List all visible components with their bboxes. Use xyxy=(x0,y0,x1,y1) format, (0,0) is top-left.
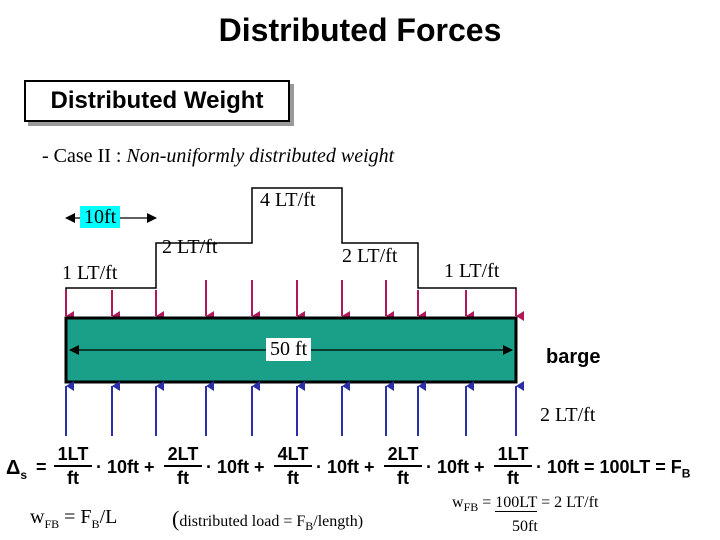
load-profile-outline xyxy=(65,187,517,298)
term-1-multiplier: · 10ft + xyxy=(96,457,155,477)
length-label: 50 ft xyxy=(266,338,312,361)
term-3-fraction: 4LT ft xyxy=(274,444,312,488)
load-label-left: 1 LT/ft xyxy=(62,262,118,284)
term-1-fraction: 1LT ft xyxy=(54,444,92,488)
term-2-multiplier: · 10ft + xyxy=(206,457,265,477)
distributed-load-note: (distributed load = FB/length) xyxy=(172,506,364,534)
term-4-multiplier: · 10ft + xyxy=(426,457,485,477)
load-arrows xyxy=(65,280,524,321)
buoyancy-arrows xyxy=(65,381,524,436)
term-5-fraction: 1LT ft xyxy=(494,444,532,488)
term-3-multiplier: · 10ft + xyxy=(316,457,375,477)
load-label-right: 1 LT/ft xyxy=(444,260,500,282)
term-5-result: · 10ft = 100LT = FB xyxy=(536,457,691,481)
case-description: Non-uniformly distributed weight xyxy=(126,145,395,167)
section-heading-box: Distributed Weight xyxy=(24,80,290,122)
buoyancy-label: 2 LT/ft xyxy=(540,404,596,426)
buoyancy-equation: Δs = 1LT ft · 10ft + 2LT ft · 10ft + 4LT ft… xyxy=(0,440,720,496)
load-label-2-right: 2 LT/ft xyxy=(342,245,398,267)
span-label: 10ft xyxy=(80,206,121,229)
equation-equals: = xyxy=(36,457,47,477)
distributed-load-formula: wFB = FB/L xyxy=(30,506,118,531)
case-heading: - Case II : Non-uniformly distributed we… xyxy=(42,145,394,168)
load-label-peak: 4 LT/ft xyxy=(260,189,316,211)
equation-lhs: Δs xyxy=(6,457,28,482)
case-prefix: - Case II : xyxy=(42,145,127,167)
distributed-load-result: wFB = 100LT = 2 LT/ft xyxy=(452,494,599,515)
term-2-fraction: 2LT ft xyxy=(164,444,202,488)
load-label-2-left: 2 LT/ft xyxy=(162,236,218,258)
barge-label: barge xyxy=(546,346,601,368)
term-4-fraction: 2LT ft xyxy=(384,444,422,488)
page-title: Distributed Forces xyxy=(218,12,502,48)
distributed-load-result-denominator: 50ft xyxy=(512,518,538,535)
